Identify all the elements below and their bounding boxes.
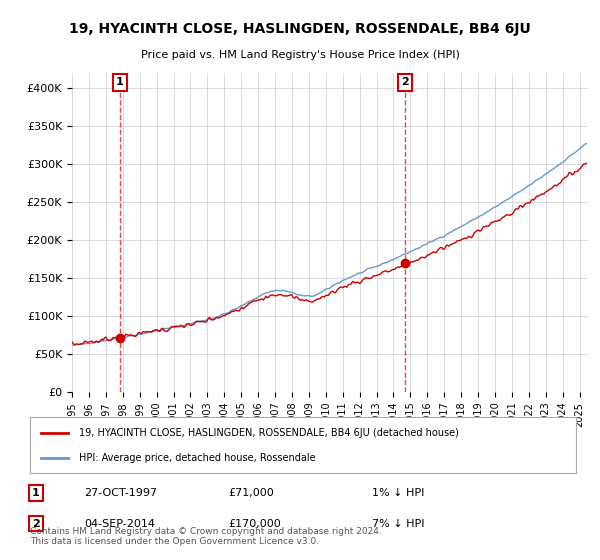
Text: 19, HYACINTH CLOSE, HASLINGDEN, ROSSENDALE, BB4 6JU (detached house): 19, HYACINTH CLOSE, HASLINGDEN, ROSSENDA… [79,428,459,438]
Text: 7% ↓ HPI: 7% ↓ HPI [372,519,425,529]
Text: 1: 1 [32,488,40,498]
Text: HPI: Average price, detached house, Rossendale: HPI: Average price, detached house, Ross… [79,452,316,463]
Text: Price paid vs. HM Land Registry's House Price Index (HPI): Price paid vs. HM Land Registry's House … [140,50,460,60]
Text: 1% ↓ HPI: 1% ↓ HPI [372,488,424,498]
Text: 1: 1 [116,77,124,87]
Text: £71,000: £71,000 [228,488,274,498]
Text: 04-SEP-2014: 04-SEP-2014 [84,519,155,529]
Text: £170,000: £170,000 [228,519,281,529]
Text: 27-OCT-1997: 27-OCT-1997 [84,488,157,498]
Text: 19, HYACINTH CLOSE, HASLINGDEN, ROSSENDALE, BB4 6JU: 19, HYACINTH CLOSE, HASLINGDEN, ROSSENDA… [69,22,531,36]
Text: Contains HM Land Registry data © Crown copyright and database right 2024.
This d: Contains HM Land Registry data © Crown c… [30,526,382,546]
Text: 2: 2 [32,519,40,529]
Text: 2: 2 [401,77,409,87]
